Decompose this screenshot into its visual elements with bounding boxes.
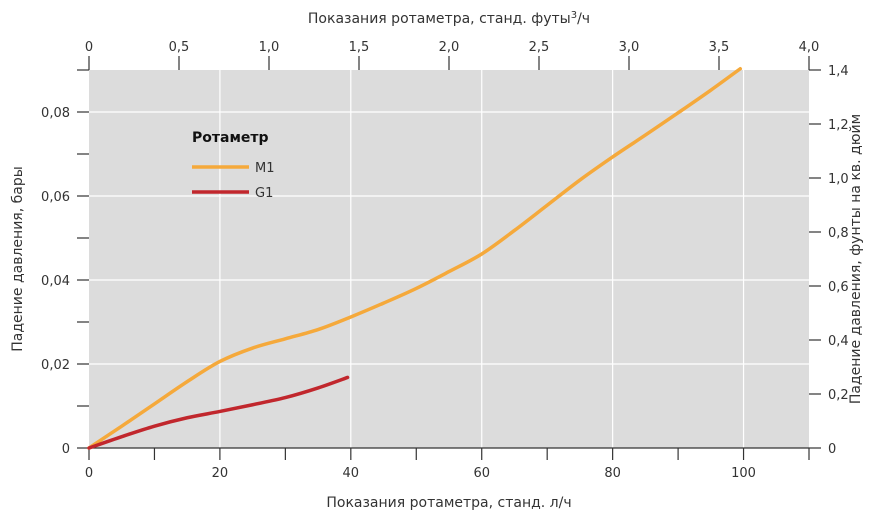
bottom-axis-title: Показания ротаметра, станд. л/ч xyxy=(326,495,571,511)
axes: 0 20 40 60 80 100 0 0,5 1,0 1,5 2,0 2,5 3,0 3,5 4,0 0 0,… xyxy=(41,40,849,481)
right-axis-tick-label: 1,4 xyxy=(828,64,849,79)
right-axis-tick-label: 0 xyxy=(828,442,836,457)
right-axis-tick-label: 0,6 xyxy=(828,280,849,295)
legend-label-m1: M1 xyxy=(255,161,275,176)
grid xyxy=(89,70,809,448)
bottom-axis-tick-label: 80 xyxy=(604,466,621,481)
bottom-axis-tick-label: 60 xyxy=(473,466,490,481)
top-axis-tick-label: 3,0 xyxy=(619,40,640,55)
top-axis-title-tail: /ч xyxy=(577,11,590,27)
series-line-m1 xyxy=(87,66,743,450)
data-lines xyxy=(87,66,743,450)
top-axis-tick-label: 2,5 xyxy=(529,40,550,55)
top-axis-tick-label: 1,0 xyxy=(259,40,280,55)
left-axis-tick-label: 0 xyxy=(62,442,70,457)
left-axis-tick-label: 0,02 xyxy=(41,358,70,373)
right-axis-tick-label: 1,0 xyxy=(828,172,849,187)
bottom-axis-tick-label: 0 xyxy=(85,466,93,481)
right-axis-title: Падение давления, фунты на кв. дюйм xyxy=(848,114,864,404)
top-axis-tick-label: 1,5 xyxy=(349,40,370,55)
top-axis-tick-label: 2,0 xyxy=(439,40,460,55)
right-axis-tick-label: 0,4 xyxy=(828,334,849,349)
left-axis-tick-label: 0,08 xyxy=(41,106,70,121)
right-axis-tick-label: 1,2 xyxy=(828,118,849,133)
right-axis-tick-label: 0,8 xyxy=(828,226,849,241)
top-axis-tick-label: 0 xyxy=(85,40,93,55)
left-axis-tick-label: 0,04 xyxy=(41,274,70,289)
top-axis-title: Показания ротаметра, станд. футы3/ч xyxy=(308,10,590,27)
left-axis-title: Падение давления, бары xyxy=(10,166,26,352)
top-axis-tick-label: 4,0 xyxy=(799,40,820,55)
legend-title: Ротаметр xyxy=(192,130,269,146)
bottom-axis-tick-label: 20 xyxy=(212,466,229,481)
bottom-axis-tick-label: 100 xyxy=(731,466,756,481)
left-axis-tick-label: 0,06 xyxy=(41,190,70,205)
series-line-g1 xyxy=(87,375,350,450)
bottom-axis-tick-label: 40 xyxy=(343,466,360,481)
legend-label-g1: G1 xyxy=(255,186,273,201)
top-axis-tick-label: 3,5 xyxy=(709,40,730,55)
top-axis-title-superscript: 3 xyxy=(571,10,577,21)
plot-area xyxy=(89,70,809,448)
legend: Ротаметр M1 G1 xyxy=(192,130,275,201)
right-axis-tick-label: 0,2 xyxy=(828,388,849,403)
top-axis-tick-label: 0,5 xyxy=(169,40,190,55)
